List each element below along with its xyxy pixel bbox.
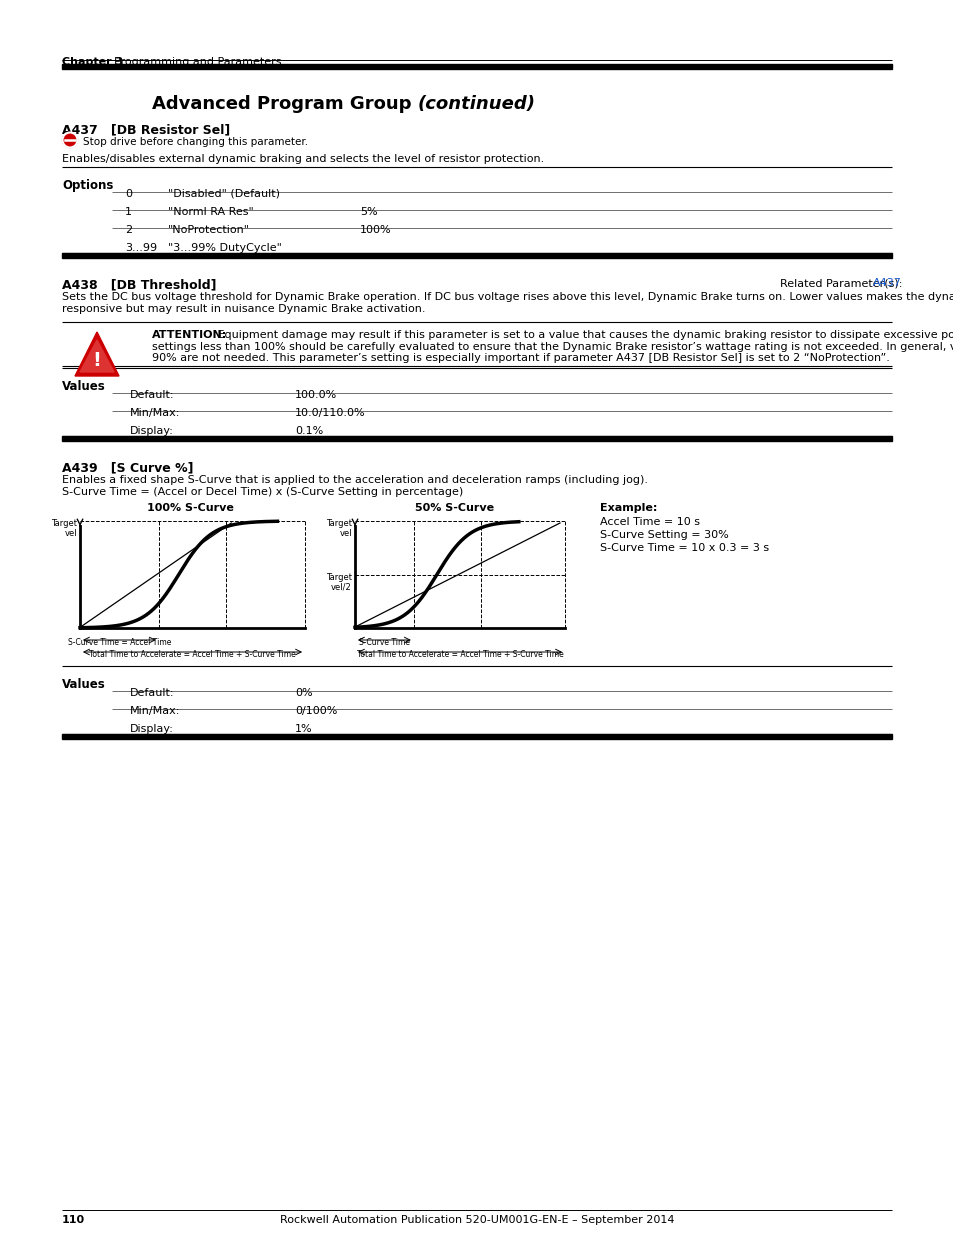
Text: Stop drive before changing this parameter.: Stop drive before changing this paramete… xyxy=(83,137,308,147)
Text: 2: 2 xyxy=(125,225,132,235)
Text: Advanced Program Group: Advanced Program Group xyxy=(152,95,417,112)
Text: (continued): (continued) xyxy=(417,95,536,112)
Text: 0.1%: 0.1% xyxy=(294,426,323,436)
Polygon shape xyxy=(80,340,113,372)
Text: Target
vel/2: Target vel/2 xyxy=(326,573,352,592)
Text: A439   [S Curve %]: A439 [S Curve %] xyxy=(62,461,193,474)
Text: Programming and Parameters: Programming and Parameters xyxy=(100,57,281,67)
Text: Target
vel: Target vel xyxy=(326,519,352,538)
Text: Values: Values xyxy=(62,380,106,393)
Text: 110: 110 xyxy=(62,1215,85,1225)
Text: "Norml RA Res": "Norml RA Res" xyxy=(168,207,253,217)
Text: Display:: Display: xyxy=(130,426,173,436)
Circle shape xyxy=(63,132,77,147)
Text: A438   [DB Threshold]: A438 [DB Threshold] xyxy=(62,278,216,291)
Text: S-Curve Time = Accel Time: S-Curve Time = Accel Time xyxy=(68,638,171,647)
Text: Values: Values xyxy=(62,678,106,692)
Text: 0/100%: 0/100% xyxy=(294,706,337,716)
Text: Enables a fixed shape S-Curve that is applied to the acceleration and decelerati: Enables a fixed shape S-Curve that is ap… xyxy=(62,475,647,485)
Text: Min/Max:: Min/Max: xyxy=(130,706,180,716)
Bar xyxy=(62,64,891,69)
Text: Rockwell Automation Publication 520-UM001G-EN-E – September 2014: Rockwell Automation Publication 520-UM00… xyxy=(279,1215,674,1225)
Text: Options: Options xyxy=(62,179,113,191)
Text: Accel Time = 10 s: Accel Time = 10 s xyxy=(599,517,700,527)
Text: 1: 1 xyxy=(125,207,132,217)
Bar xyxy=(62,734,891,739)
Text: 3...99: 3...99 xyxy=(125,243,157,253)
Text: S-Curve Time = (Accel or Decel Time) x (S-Curve Setting in percentage): S-Curve Time = (Accel or Decel Time) x (… xyxy=(62,487,463,496)
Bar xyxy=(62,436,891,441)
Text: 100% S-Curve: 100% S-Curve xyxy=(147,503,233,513)
Text: S-Curve Setting = 30%: S-Curve Setting = 30% xyxy=(599,530,728,540)
Text: Chapter 3: Chapter 3 xyxy=(62,57,123,67)
Text: 5%: 5% xyxy=(359,207,377,217)
Text: S-Curve Time = 10 x 0.3 = 3 s: S-Curve Time = 10 x 0.3 = 3 s xyxy=(599,543,768,553)
Text: 100%: 100% xyxy=(359,225,392,235)
Text: "NoProtection": "NoProtection" xyxy=(168,225,250,235)
Bar xyxy=(62,253,891,258)
Text: 0%: 0% xyxy=(294,688,313,698)
Text: A437: A437 xyxy=(872,278,901,288)
Text: 1%: 1% xyxy=(294,724,313,734)
Text: !: ! xyxy=(92,351,101,369)
Text: Default:: Default: xyxy=(130,390,174,400)
Text: 0: 0 xyxy=(125,189,132,199)
Text: Equipment damage may result if this parameter is set to a value that causes the : Equipment damage may result if this para… xyxy=(213,330,953,340)
Text: Total Time to Accelerate = Accel Time + S-Curve Time: Total Time to Accelerate = Accel Time + … xyxy=(356,650,563,659)
Text: Related Parameter(s):: Related Parameter(s): xyxy=(780,278,905,288)
Text: 50% S-Curve: 50% S-Curve xyxy=(415,503,494,513)
Text: Default:: Default: xyxy=(130,688,174,698)
Text: Sets the DC bus voltage threshold for Dynamic Brake operation. If DC bus voltage: Sets the DC bus voltage threshold for Dy… xyxy=(62,291,953,314)
Text: Total Time to Accelerate = Accel Time + S-Curve Time: Total Time to Accelerate = Accel Time + … xyxy=(89,650,295,659)
Text: Target
vel: Target vel xyxy=(51,519,77,538)
Text: S-Curve Time: S-Curve Time xyxy=(358,638,410,647)
Text: 100.0%: 100.0% xyxy=(294,390,337,400)
Text: Min/Max:: Min/Max: xyxy=(130,408,180,417)
Text: Example:: Example: xyxy=(599,503,657,513)
Text: "3...99% DutyCycle": "3...99% DutyCycle" xyxy=(168,243,281,253)
Polygon shape xyxy=(75,332,119,375)
Text: 90% are not needed. This parameter’s setting is especially important if paramete: 90% are not needed. This parameter’s set… xyxy=(152,353,889,363)
Text: "Disabled" (Default): "Disabled" (Default) xyxy=(168,189,280,199)
Text: A437   [DB Resistor Sel]: A437 [DB Resistor Sel] xyxy=(62,124,230,136)
Text: Display:: Display: xyxy=(130,724,173,734)
Text: settings less than 100% should be carefully evaluated to ensure that the Dynamic: settings less than 100% should be carefu… xyxy=(152,342,953,352)
Text: 10.0/110.0%: 10.0/110.0% xyxy=(294,408,365,417)
Text: Enables/disables external dynamic braking and selects the level of resistor prot: Enables/disables external dynamic brakin… xyxy=(62,154,543,164)
Text: ATTENTION:: ATTENTION: xyxy=(152,330,227,340)
